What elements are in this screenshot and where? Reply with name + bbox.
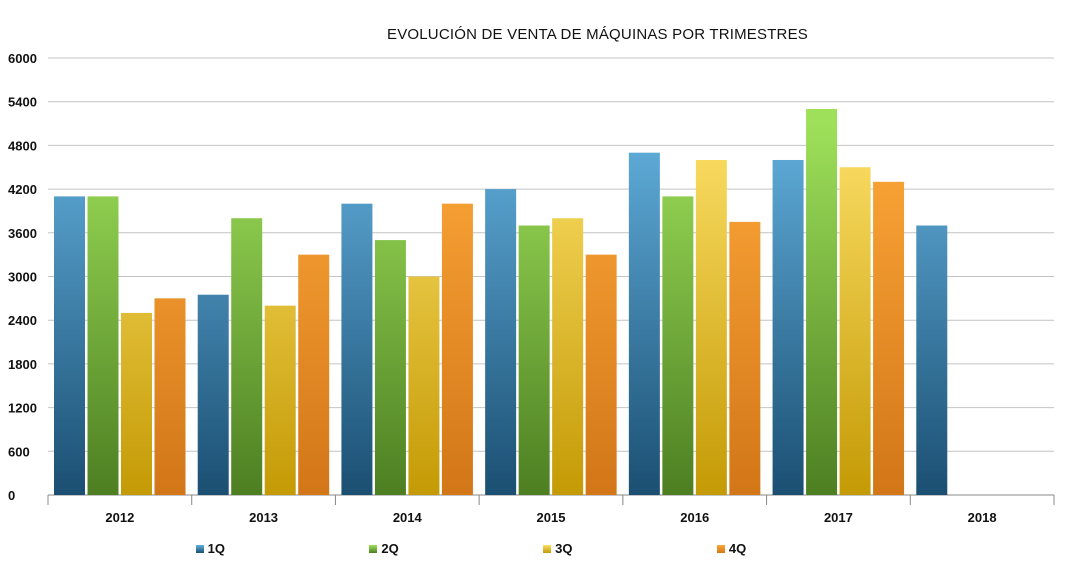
legend-item-2Q: 2Q bbox=[369, 541, 399, 556]
bar-1Q-2018 bbox=[916, 225, 948, 495]
legend-label: 4Q bbox=[728, 541, 747, 556]
bar-3Q-2012 bbox=[121, 312, 152, 495]
bar-2Q-2016 bbox=[662, 196, 694, 495]
y-tick-label: 5400 bbox=[8, 95, 37, 110]
bar-4Q-2012 bbox=[154, 298, 186, 495]
y-tick-label: 1800 bbox=[8, 357, 37, 372]
y-tick-label: 3600 bbox=[8, 226, 37, 241]
x-tick-label: 2016 bbox=[680, 510, 709, 525]
bar-4Q-2016 bbox=[729, 221, 761, 495]
bar-1Q-2012 bbox=[54, 196, 85, 495]
legend-item-3Q: 3Q bbox=[543, 541, 572, 556]
bar-1Q-2016 bbox=[628, 152, 660, 495]
x-tick-label: 2014 bbox=[393, 510, 423, 525]
x-tick-label: 2013 bbox=[249, 510, 278, 525]
legend-label: 3Q bbox=[555, 541, 573, 556]
x-tick-label: 2018 bbox=[968, 510, 997, 525]
x-tick-label: 2017 bbox=[824, 510, 853, 525]
bar-2Q-2017 bbox=[806, 108, 838, 495]
bar-4Q-2017 bbox=[873, 181, 905, 496]
bar-3Q-2013 bbox=[264, 305, 296, 495]
bar-2Q-2013 bbox=[231, 218, 263, 495]
bar-1Q-2013 bbox=[197, 294, 229, 495]
bar-4Q-2014 bbox=[441, 203, 473, 495]
bar-1Q-2015 bbox=[485, 189, 517, 495]
bar-1Q-2017 bbox=[772, 159, 804, 495]
bar-2Q-2012 bbox=[87, 196, 119, 495]
bar-1Q-2014 bbox=[341, 203, 373, 495]
bar-4Q-2013 bbox=[298, 254, 330, 495]
legend-swatch bbox=[195, 544, 204, 553]
legend-swatch bbox=[716, 544, 725, 553]
bar-2Q-2014 bbox=[374, 240, 406, 495]
x-tick-label: 2015 bbox=[537, 510, 566, 525]
bar-4Q-2015 bbox=[585, 254, 617, 495]
y-tick-label: 1200 bbox=[8, 401, 37, 416]
y-tick-label: 4800 bbox=[8, 138, 37, 153]
legend: 1Q 2Q 3Q 4Q bbox=[0, 541, 1074, 561]
y-tick-label: 3000 bbox=[8, 270, 37, 285]
bar-3Q-2017 bbox=[839, 167, 871, 495]
y-tick-label: 6000 bbox=[8, 51, 37, 66]
legend-label: 2Q bbox=[381, 541, 399, 556]
bar-3Q-2014 bbox=[408, 276, 440, 495]
bar-3Q-2015 bbox=[552, 218, 584, 495]
legend-swatch bbox=[369, 544, 378, 553]
bar-2Q-2015 bbox=[518, 225, 550, 495]
y-tick-label: 0 bbox=[8, 488, 15, 503]
y-tick-label: 600 bbox=[8, 444, 30, 459]
y-tick-label: 4200 bbox=[8, 182, 37, 197]
x-tick-label: 2012 bbox=[105, 510, 134, 525]
chart-title: EVOLUCIÓN DE VENTA DE MÁQUINAS POR TRIME… bbox=[386, 26, 809, 43]
bar-3Q-2016 bbox=[695, 159, 727, 495]
y-tick-label: 2400 bbox=[8, 313, 37, 328]
legend-item-1Q: 1Q bbox=[195, 541, 225, 556]
legend-swatch bbox=[543, 544, 552, 553]
legend-label: 1Q bbox=[207, 541, 225, 556]
legend-item-4Q: 4Q bbox=[716, 541, 747, 556]
